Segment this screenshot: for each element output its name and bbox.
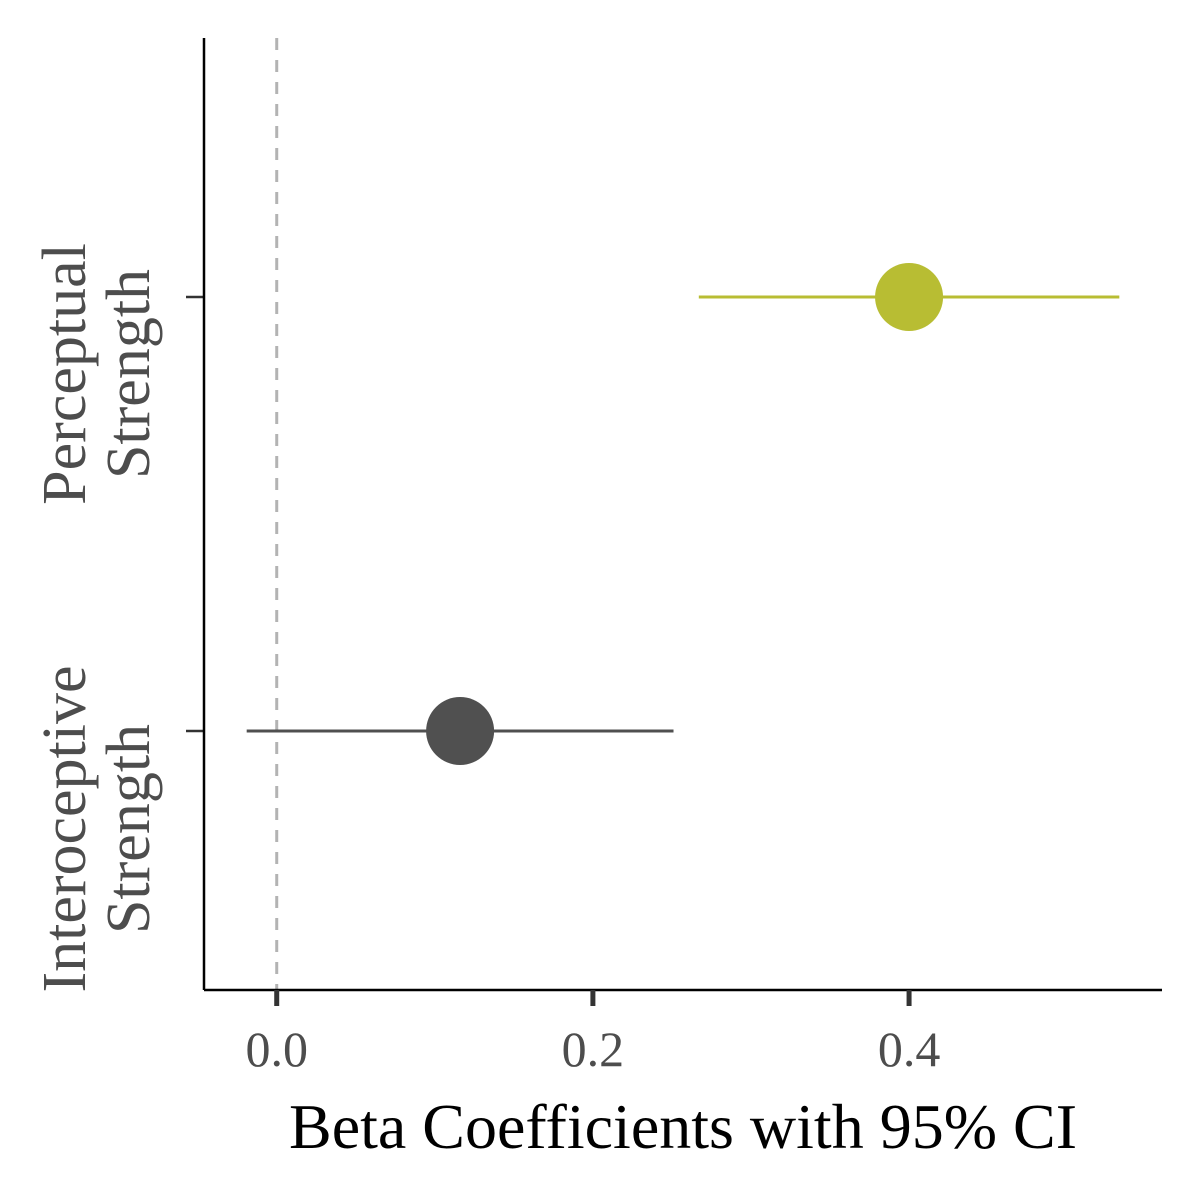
point-estimate-perceptual-strength [875,263,944,331]
category-label-line: Strength [95,724,163,934]
x-ticks: 0.0 0.2 0.4 [245,990,940,1077]
point-estimate-interoceptive-strength [426,697,495,765]
plot-area [186,38,1120,990]
x-tick-label: 0.0 [245,1021,308,1077]
axes [202,38,1162,992]
category-label-line: Strength [95,269,163,479]
x-tick-label: 0.4 [878,1021,941,1077]
x-tick-label: 0.2 [562,1021,625,1077]
category-label-line: Perceptual [31,243,99,505]
category-label-line: Interoceptive [31,665,99,992]
x-axis-title: Beta Coefficients with 95% CI [289,1091,1077,1162]
